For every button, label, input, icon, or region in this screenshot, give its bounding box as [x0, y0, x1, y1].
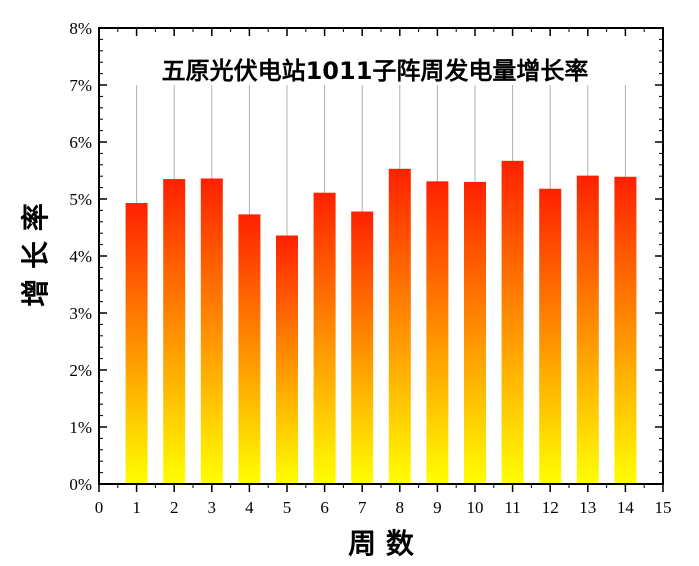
y-tick-label: 5% — [69, 190, 92, 209]
x-tick-label: 8 — [396, 498, 405, 517]
x-tick-label: 9 — [433, 498, 442, 517]
bar — [501, 160, 524, 484]
x-tick-label: 4 — [245, 498, 254, 517]
x-tick-label: 12 — [542, 498, 559, 517]
bar — [388, 168, 411, 485]
y-tick-label: 1% — [69, 418, 92, 437]
y-axis-title: 增 长 率 — [19, 203, 52, 307]
bar — [351, 211, 374, 485]
x-tick-label: 15 — [655, 498, 672, 517]
y-tick-label: 6% — [69, 133, 92, 152]
bar — [163, 179, 186, 485]
bars — [125, 160, 637, 485]
x-tick-label: 0 — [95, 498, 104, 517]
bar — [426, 181, 449, 484]
y-tick-label: 7% — [69, 76, 92, 95]
bar — [313, 192, 336, 485]
x-tick-label: 7 — [358, 498, 367, 517]
y-tick-label: 4% — [69, 247, 92, 266]
y-tick-label: 2% — [69, 361, 92, 380]
bar — [200, 178, 223, 485]
x-tick-label: 3 — [208, 498, 217, 517]
bar — [614, 176, 637, 484]
y-tick-label: 0% — [69, 475, 92, 494]
bar — [125, 202, 148, 485]
x-tick-label: 2 — [170, 498, 179, 517]
bar — [539, 188, 562, 485]
y-tick-label: 3% — [69, 304, 92, 323]
x-tick-label: 13 — [579, 498, 596, 517]
axes: 0%1%2%3%4%5%6%7%8%0 1 2 3 4 5 6 7 8 9 10 11 12 13 14 15 — [69, 19, 671, 517]
bar — [238, 214, 261, 484]
bar — [576, 175, 599, 484]
y-tick-label: 8% — [69, 19, 92, 38]
x-tick-label: 1 — [132, 498, 141, 517]
bar — [276, 235, 298, 484]
x-tick-label: 6 — [320, 498, 329, 517]
x-tick-label: 14 — [617, 498, 635, 517]
bar — [464, 181, 486, 484]
x-tick-label: 11 — [504, 498, 520, 517]
chart-title: 五原光伏电站1011子阵周发电量增长率 — [162, 57, 589, 85]
x-tick-label: 5 — [283, 498, 292, 517]
x-axis-title: 周 数 — [348, 527, 415, 560]
x-tick-label: 10 — [467, 498, 484, 517]
